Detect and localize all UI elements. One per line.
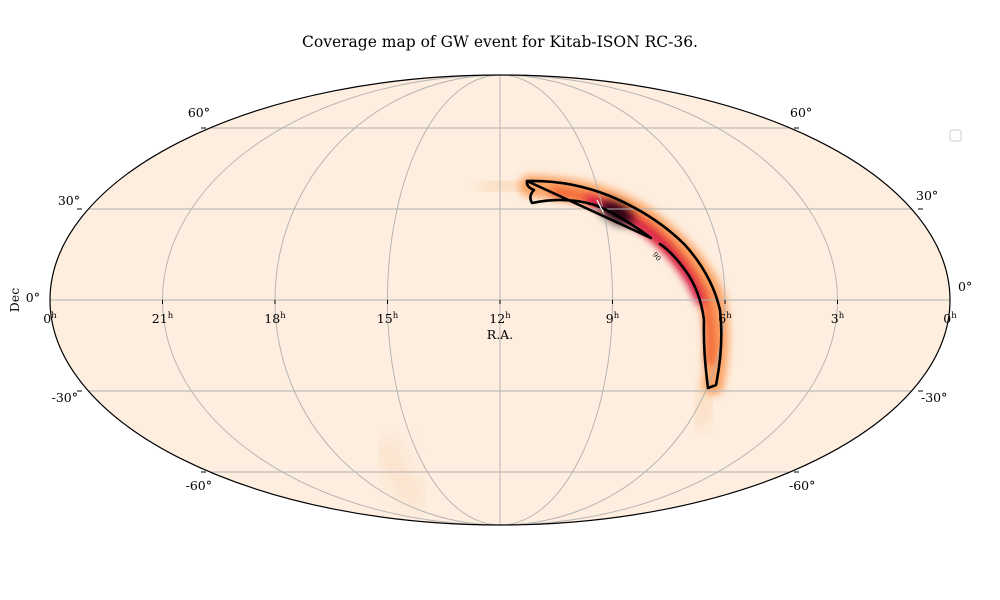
ra-tick-labels: 0h 21h 18h 15h 12h 9h 6h 3h 0h xyxy=(43,311,957,326)
legend-box-empty xyxy=(949,129,962,142)
y-axis-label: Dec xyxy=(7,288,22,312)
chart-title: Coverage map of GW event for Kitab-ISON … xyxy=(302,33,698,51)
contour-label: 90 xyxy=(651,251,663,263)
peak-marker xyxy=(596,199,604,213)
ra-tick-label-6h: 6h xyxy=(718,311,732,326)
dec-tick-labels-right: 60° 30° 0° -30° -60° xyxy=(789,105,972,493)
x-axis-label: R.A. xyxy=(487,327,513,342)
density-peak xyxy=(600,201,634,225)
contour-line-main xyxy=(525,179,723,390)
ra-tick-marks xyxy=(162,300,838,304)
ra-tick-label-9h: 9h xyxy=(606,311,620,326)
dec-tick-label-0-left: 0° xyxy=(26,290,40,305)
dec-tick-label-m60-right: -60° xyxy=(789,478,815,493)
dec-tick-label-0-right: 0° xyxy=(958,279,972,294)
ra-tick-label-12h: 12h xyxy=(489,311,511,326)
sky-boundary xyxy=(49,74,951,526)
dec-tick-label-m30-right: -30° xyxy=(921,390,947,405)
ra-tick-label-3h: 3h xyxy=(831,311,845,326)
dec-tick-labels-left: 60° 30° 0° -30° -60° xyxy=(26,105,212,493)
dec-tick-label-30-right: 30° xyxy=(916,188,938,203)
ra-tick-label-15h: 15h xyxy=(377,311,399,326)
ra-tick-label-0h-right: 0h xyxy=(943,311,957,326)
contour-90: 90 xyxy=(525,179,723,390)
dec-tick-label-60-right: 60° xyxy=(790,105,812,120)
faint-halo-south xyxy=(374,436,429,513)
dec-tick-label-m60-left: -60° xyxy=(186,478,212,493)
dec-tick-label-30-left: 30° xyxy=(58,193,80,208)
ra-tick-label-18h: 18h xyxy=(264,311,286,326)
ra-tick-label-0h-left: 0h xyxy=(43,311,57,326)
dec-tick-label-60-left: 60° xyxy=(188,105,210,120)
dec-tick-marks xyxy=(77,127,923,473)
ra-tick-label-21h: 21h xyxy=(152,311,174,326)
dec-tick-label-m30-left: -30° xyxy=(52,390,78,405)
